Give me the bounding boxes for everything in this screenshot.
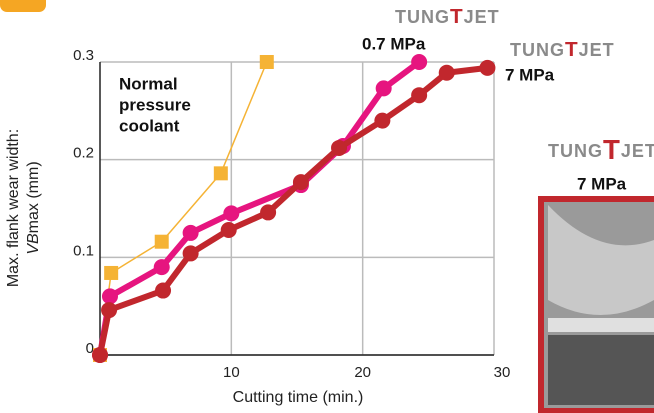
logo: TUNGTJET	[548, 134, 654, 165]
marker	[182, 224, 199, 241]
logo-part: JET	[464, 7, 500, 27]
marker	[104, 265, 119, 280]
photo-detail	[548, 318, 654, 332]
y-axis-label: VBmax (mm)	[25, 161, 42, 254]
y-tick-label: 0	[86, 340, 94, 357]
marker	[375, 80, 392, 97]
logo-part: JET	[579, 40, 615, 60]
y-tick-label: 0.1	[73, 242, 94, 259]
annotation: Normal	[119, 74, 178, 93]
logo-part: T	[450, 5, 464, 28]
marker	[411, 87, 428, 104]
marker	[479, 59, 496, 76]
marker	[213, 166, 228, 181]
annotation: pressure	[119, 95, 191, 114]
pressure-label: 7 MPa	[577, 174, 627, 193]
photo-detail	[548, 335, 654, 405]
x-tick-label: 10	[223, 364, 240, 381]
annotation: coolant	[119, 116, 180, 135]
y-axis-label-part: max (mm)	[25, 161, 42, 233]
logo-part: TUNG	[548, 141, 603, 161]
marker	[259, 55, 274, 69]
photo-detail	[548, 205, 654, 315]
marker	[220, 221, 237, 238]
y-axis-label: Max. flank wear width:	[5, 129, 22, 287]
logo-part: T	[603, 134, 621, 165]
marker	[92, 347, 108, 363]
y-tick-label: 0.2	[73, 145, 94, 162]
marker	[411, 54, 428, 70]
marker	[154, 234, 169, 249]
logo-part: JET	[621, 141, 654, 161]
logo-part: TUNG	[510, 40, 565, 60]
logo-part: T	[565, 38, 579, 61]
marker	[438, 64, 455, 81]
header-tab	[0, 0, 46, 12]
marker	[153, 259, 170, 276]
marker	[101, 288, 118, 305]
marker	[223, 205, 240, 222]
marker	[101, 302, 118, 319]
marker	[374, 112, 391, 129]
x-axis-label: Cutting time (min.)	[233, 389, 364, 406]
pressure-label: 0.7 MPa	[362, 34, 426, 53]
marker	[331, 139, 348, 156]
marker	[260, 204, 277, 221]
x-tick-label: 20	[354, 364, 371, 381]
y-tick-label: 0.3	[73, 47, 94, 64]
marker	[292, 174, 309, 191]
x-tick-label: 30	[494, 364, 511, 381]
logo-part: TUNG	[395, 7, 450, 27]
pressure-label: 7 MPa	[505, 65, 555, 84]
logo: TUNGTJET	[395, 5, 500, 28]
marker	[155, 282, 172, 299]
logo: TUNGTJET	[510, 38, 615, 61]
marker	[182, 245, 199, 262]
y-axis-label-part: VB	[25, 233, 42, 255]
